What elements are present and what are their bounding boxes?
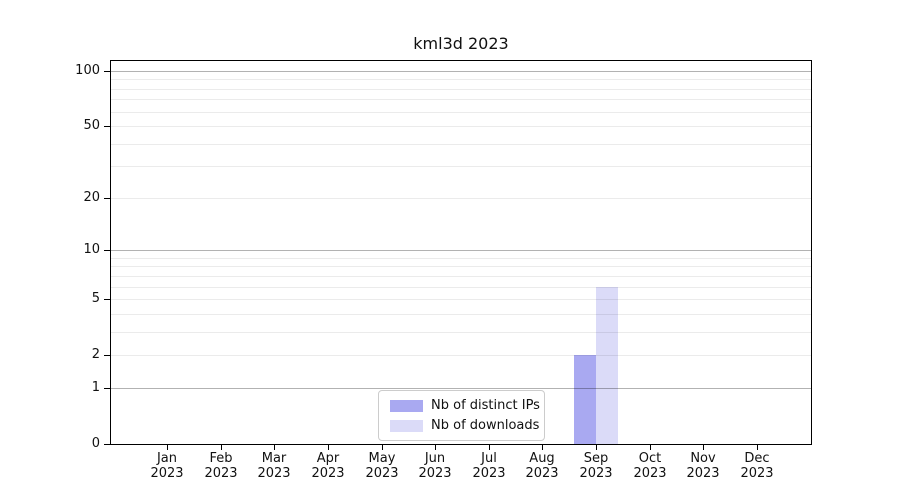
x-tick-year: 2023 — [365, 466, 399, 481]
x-tick-label-jul: Jul 2023 — [457, 451, 521, 481]
y-tick-label-0: 0 — [91, 436, 100, 451]
x-tick-label-oct: Oct 2023 — [618, 451, 682, 481]
x-tick-label-jun: Jun 2023 — [403, 451, 467, 481]
bar-nb-of-downloads-sep — [596, 286, 619, 444]
gridline-7 — [111, 276, 811, 277]
x-tick-label-aug: Aug 2023 — [510, 451, 574, 481]
x-tick-month: Mar — [261, 451, 287, 466]
x-tick-month: May — [368, 451, 396, 466]
x-tick-mark-jan — [167, 444, 168, 450]
x-tick-label-may: May 2023 — [350, 451, 414, 481]
x-tick-mark-sep — [596, 444, 597, 450]
x-tick-label-dec: Dec 2023 — [725, 451, 789, 481]
x-tick-year: 2023 — [311, 466, 345, 481]
gridline-10 — [111, 250, 811, 251]
y-tick-mark-50 — [104, 126, 110, 127]
x-tick-year: 2023 — [633, 466, 667, 481]
y-tick-label-50: 50 — [83, 118, 100, 133]
gridline-2 — [111, 355, 811, 356]
legend-swatch-nb-of-downloads — [390, 419, 423, 432]
y-tick-label-10: 10 — [83, 242, 100, 257]
x-tick-month: Oct — [638, 451, 662, 466]
plot-area — [110, 60, 812, 445]
y-tick-mark-1 — [104, 388, 110, 389]
gridline-90 — [111, 79, 811, 80]
gridline-5 — [111, 299, 811, 300]
x-tick-mark-oct — [650, 444, 651, 450]
x-tick-year: 2023 — [150, 466, 184, 481]
legend-label: Nb of downloads — [431, 418, 540, 433]
x-tick-label-sep: Sep 2023 — [564, 451, 628, 481]
gridlines-layer — [111, 61, 811, 444]
gridline-40 — [111, 144, 811, 145]
legend-item-nb-of-downloads: Nb of downloads — [390, 417, 540, 434]
x-tick-month: Apr — [316, 451, 340, 466]
x-tick-label-mar: Mar 2023 — [242, 451, 306, 481]
x-tick-mark-feb — [221, 444, 222, 450]
x-tick-month: Dec — [744, 451, 770, 466]
x-tick-label-nov: Nov 2023 — [671, 451, 735, 481]
x-tick-year: 2023 — [525, 466, 559, 481]
x-tick-mark-apr — [328, 444, 329, 450]
x-tick-mark-dec — [757, 444, 758, 450]
y-tick-label-100: 100 — [75, 63, 100, 78]
x-tick-label-apr: Apr 2023 — [296, 451, 360, 481]
x-tick-year: 2023 — [204, 466, 238, 481]
x-tick-year: 2023 — [257, 466, 291, 481]
y-tick-label-20: 20 — [83, 190, 100, 205]
x-tick-label-feb: Feb 2023 — [189, 451, 253, 481]
x-tick-year: 2023 — [418, 466, 452, 481]
legend-item-nb-of-distinct-ips: Nb of distinct IPs — [390, 397, 540, 414]
y-tick-label-1: 1 — [91, 380, 100, 395]
gridline-20 — [111, 198, 811, 199]
x-tick-month: Jun — [424, 451, 446, 466]
legend-swatch-nb-of-distinct-ips — [390, 399, 423, 412]
x-tick-mark-aug — [542, 444, 543, 450]
gridline-30 — [111, 166, 811, 167]
y-tick-mark-100 — [104, 71, 110, 72]
bar-nb-of-distinct-ips-sep — [574, 355, 597, 444]
x-tick-label-jan: Jan 2023 — [135, 451, 199, 481]
y-tick-mark-5 — [104, 299, 110, 300]
y-tick-label-2: 2 — [91, 347, 100, 362]
y-tick-mark-0 — [104, 444, 110, 445]
x-tick-month: Feb — [209, 451, 233, 466]
x-tick-mark-jul — [489, 444, 490, 450]
x-tick-year: 2023 — [740, 466, 774, 481]
y-tick-mark-20 — [104, 198, 110, 199]
y-tick-mark-10 — [104, 250, 110, 251]
chart-title: kml3d 2023 — [413, 34, 509, 53]
x-tick-mark-may — [382, 444, 383, 450]
gridline-4 — [111, 314, 811, 315]
x-tick-month: Jul — [481, 451, 497, 466]
legend: Nb of distinct IPs Nb of downloads — [378, 390, 545, 441]
gridline-8 — [111, 266, 811, 267]
x-tick-month: Nov — [690, 451, 716, 466]
x-tick-month: Aug — [529, 451, 555, 466]
x-tick-year: 2023 — [686, 466, 720, 481]
gridline-100 — [111, 71, 811, 72]
x-tick-mark-mar — [274, 444, 275, 450]
gridline-80 — [111, 89, 811, 90]
x-tick-month: Sep — [583, 451, 609, 466]
gridline-50 — [111, 126, 811, 127]
x-tick-month: Jan — [156, 451, 178, 466]
x-tick-year: 2023 — [472, 466, 506, 481]
gridline-6 — [111, 287, 811, 288]
gridline-70 — [111, 99, 811, 100]
x-tick-year: 2023 — [579, 466, 613, 481]
gridline-9 — [111, 258, 811, 259]
legend-label: Nb of distinct IPs — [431, 398, 540, 413]
y-tick-label-5: 5 — [91, 291, 100, 306]
bars-layer — [111, 61, 811, 444]
gridline-3 — [111, 332, 811, 333]
gridline-60 — [111, 112, 811, 113]
gridline-1 — [111, 388, 811, 389]
x-tick-mark-nov — [703, 444, 704, 450]
y-tick-mark-2 — [104, 355, 110, 356]
x-tick-mark-jun — [435, 444, 436, 450]
